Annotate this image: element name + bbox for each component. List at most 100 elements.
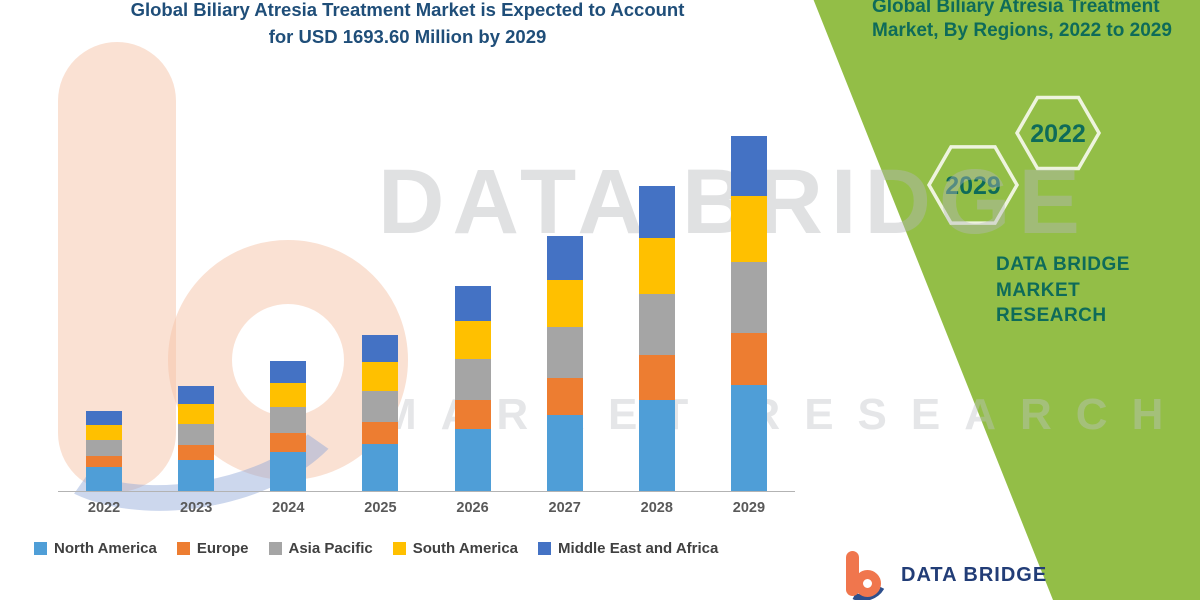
segment-north-america-2024 [270, 452, 307, 491]
segment-south-america-2028 [638, 238, 675, 295]
segment-europe-2024 [270, 433, 307, 452]
segment-middle-east-and-africa-2028 [638, 186, 675, 239]
segment-asia-pacific-2027 [546, 326, 583, 378]
legend-marker-north-america [34, 542, 47, 555]
segment-europe-2029 [730, 332, 767, 385]
footer-brand-text: DATA BRIDGE [901, 564, 1048, 586]
segment-middle-east-and-africa-2025 [362, 335, 399, 362]
segment-north-america-2028 [638, 399, 675, 491]
watermark-market-research: MARKET RESEARCH [380, 390, 1188, 439]
legend-marker-asia-pacific [268, 542, 282, 555]
x-tick-label-2022: 2022 [87, 500, 121, 516]
footer-brand-logo: DATA BRIDGE [835, 551, 1048, 600]
bar-2029 [730, 135, 767, 491]
bar-2025 [362, 335, 399, 491]
segment-asia-pacific-2028 [638, 294, 675, 356]
data-bridge-icon [835, 551, 893, 600]
segment-middle-east-and-africa-2026 [454, 285, 491, 321]
segment-north-america-2023 [178, 459, 215, 491]
segment-north-america-2029 [730, 384, 767, 491]
bar-column-2027 [519, 132, 611, 491]
legend-label-middle-east-and-africa: Middle East and Africa [558, 540, 719, 557]
x-tick-label-2027: 2027 [548, 500, 581, 516]
segment-south-america-2023 [178, 404, 215, 424]
bar-2024 [270, 361, 307, 491]
segment-europe-2026 [454, 399, 491, 430]
segment-europe-2022 [86, 455, 123, 468]
bar-column-2024 [242, 132, 334, 491]
segment-north-america-2025 [362, 444, 399, 491]
legend-item-north-america: North America [34, 540, 157, 557]
x-tick-label-2028: 2028 [640, 500, 673, 516]
legend-item-asia-pacific: Asia Pacific [268, 540, 373, 557]
segment-south-america-2022 [86, 425, 123, 440]
side-panel-heading: Global Biliary Atresia Treatment Market,… [872, 0, 1172, 42]
year-hexagons: 2029 2022 [926, 95, 1102, 225]
bar-2022 [86, 411, 123, 491]
hexagon-2022-label: 2022 [1030, 120, 1086, 148]
bar-column-2022 [58, 132, 150, 491]
legend-label-asia-pacific: Asia Pacific [288, 540, 373, 557]
legend-marker-europe [176, 542, 190, 555]
segment-europe-2027 [546, 377, 583, 415]
segment-south-america-2029 [730, 196, 767, 262]
x-tick-label-2026: 2026 [456, 500, 489, 516]
legend-label-europe: Europe [196, 540, 249, 557]
segment-europe-2023 [178, 444, 215, 460]
legend: North America Europe Asia Pacific South Ame… [34, 540, 718, 557]
segment-north-america-2026 [454, 429, 491, 491]
chart-title-line1: Global Biliary Atresia Treatment Market … [130, 0, 685, 20]
side-panel-brand-text: DATA BRIDGE MARKET RESEARCH [996, 254, 1130, 327]
bar-2028 [638, 186, 675, 491]
hexagon-2029-label: 2029 [945, 172, 1001, 200]
segment-south-america-2027 [546, 279, 583, 327]
legend-label-north-america: North America [54, 540, 157, 557]
segment-middle-east-and-africa-2023 [178, 386, 215, 405]
segment-asia-pacific-2022 [86, 439, 123, 456]
x-tick-label-2023: 2023 [180, 500, 213, 516]
x-tick-label-2025: 2025 [364, 500, 397, 516]
x-tick-label-2029: 2029 [732, 500, 766, 516]
bar-column-2029 [703, 132, 795, 491]
x-axis-labels: 2022 2023 2024 2025 2026 2027 2028 2029 [58, 500, 795, 516]
segment-north-america-2027 [546, 414, 583, 491]
legend-item-south-america: South America [392, 540, 519, 557]
segment-asia-pacific-2026 [454, 358, 491, 400]
logo-bowl [854, 570, 881, 597]
segment-europe-2028 [638, 355, 675, 400]
segment-asia-pacific-2024 [270, 407, 307, 434]
legend-marker-middle-east-and-africa [538, 542, 552, 555]
bar-2027 [546, 236, 583, 491]
bar-2026 [454, 285, 491, 491]
watermark-data-bridge: DATA BRIDGE [378, 151, 1088, 253]
segment-middle-east-and-africa-2022 [86, 411, 123, 426]
segment-asia-pacific-2023 [178, 423, 215, 445]
bar-column-2026 [427, 132, 519, 491]
segment-middle-east-and-africa-2029 [730, 135, 767, 197]
bar-column-2025 [334, 132, 426, 491]
legend-item-europe: Europe [176, 540, 249, 557]
bars [58, 132, 795, 492]
legend-marker-south-america [392, 542, 406, 555]
chart-title: Global Biliary Atresia Treatment Market … [0, 0, 815, 51]
segment-south-america-2026 [454, 320, 491, 359]
hexagon-2022 [1014, 95, 1102, 171]
chart-title-line2: for USD 1693.60 Million by 2029 [268, 25, 547, 47]
segment-asia-pacific-2029 [730, 261, 767, 333]
segment-asia-pacific-2025 [362, 390, 399, 422]
side-panel: Global Biliary Atresia Treatment Market,… [813, 0, 1200, 600]
segment-north-america-2022 [86, 467, 123, 491]
segment-middle-east-and-africa-2027 [546, 236, 583, 280]
legend-label-south-america: South America [412, 540, 519, 557]
segment-middle-east-and-africa-2024 [270, 361, 307, 384]
segment-south-america-2025 [362, 361, 399, 391]
bar-2023 [178, 386, 215, 491]
segment-south-america-2024 [270, 383, 307, 408]
x-tick-label-2024: 2024 [272, 500, 305, 516]
legend-item-middle-east-and-africa: Middle East and Africa [538, 540, 718, 557]
hexagon-2029 [926, 145, 1020, 225]
segment-europe-2025 [362, 421, 399, 445]
bar-column-2028 [611, 132, 703, 491]
bar-column-2023 [150, 132, 242, 491]
